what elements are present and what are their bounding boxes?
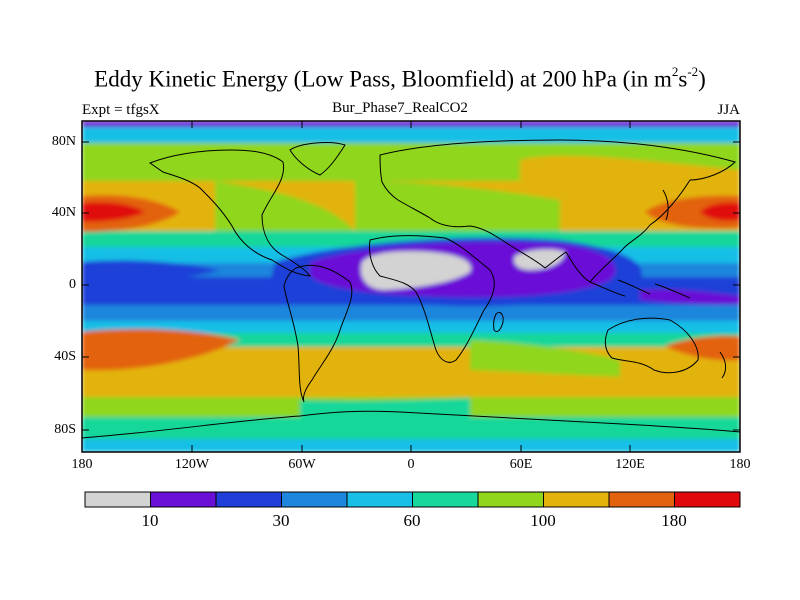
lon-label-60e: 60E [509, 457, 533, 472]
lon-label-120e: 120E [615, 457, 645, 472]
lon-label-0: 0 [407, 457, 415, 472]
lat-label-40n: 40N [51, 205, 76, 220]
map-ticks [82, 121, 740, 452]
colorbar-box [84, 491, 151, 508]
colorbar-label-100: 100 [530, 511, 556, 530]
australia-coast [604, 317, 699, 374]
colorbar-label-10: 10 [141, 511, 159, 530]
coastlines [82, 139, 740, 439]
colorbar-label-60: 60 [403, 511, 421, 530]
experiment-label: Expt = tfgsX [82, 102, 160, 118]
lat-label-80s: 80S [54, 422, 76, 437]
south-america-coast [283, 264, 353, 403]
colorbar-box [150, 491, 217, 508]
lon-label-60w: 60W [288, 457, 316, 472]
plot-title: Eddy Kinetic Energy (Low Pass, Bloomfiel… [94, 64, 706, 92]
colorbar [84, 491, 741, 508]
lon-label-180w: 180 [71, 457, 93, 472]
colorbar-box [608, 491, 675, 508]
colorbar-box [281, 491, 348, 508]
lon-label-120w: 120W [174, 457, 210, 472]
colorbar-label-180: 180 [661, 511, 687, 530]
colorbar-box [674, 491, 741, 508]
colorbar-box [477, 491, 544, 508]
colorbar-label-30: 30 [272, 511, 290, 530]
antarctica-coast [82, 410, 740, 439]
africa-coast [369, 235, 495, 363]
lat-label-80n: 80N [51, 134, 76, 149]
colorbar-box [543, 491, 610, 508]
season-label: JJA [717, 102, 740, 118]
lat-label-0: 0 [69, 277, 76, 292]
colorbar-box [412, 491, 479, 508]
madagascar-coast [493, 311, 504, 333]
lon-label-180e: 180 [729, 457, 751, 472]
new-zealand-coast [719, 351, 727, 379]
north-america-coast [148, 149, 312, 277]
colorbar-box [215, 491, 282, 508]
japan-coast [662, 189, 669, 221]
greenland-coast [289, 142, 346, 176]
lat-label-40s: 40S [54, 349, 76, 364]
colorbar-box [346, 491, 413, 508]
eke-field [82, 121, 740, 452]
indonesia-coast [589, 279, 691, 299]
plot-subtitle: Bur_Phase7_RealCO2 [332, 100, 468, 116]
eurasia-coast [379, 139, 736, 283]
